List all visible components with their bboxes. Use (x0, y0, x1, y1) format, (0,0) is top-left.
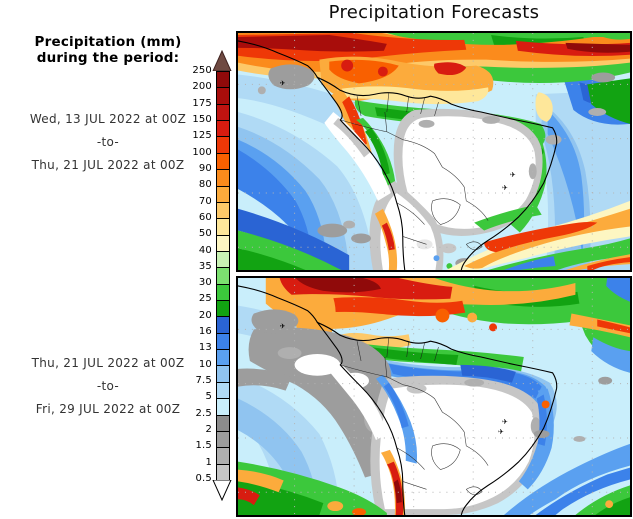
colorbar-segment (217, 333, 229, 351)
colorbar-tick-label: 250 (192, 65, 212, 76)
map1-gridlines (238, 33, 630, 270)
svg-text:✈: ✈ (280, 79, 286, 87)
svg-text:✈: ✈ (510, 171, 516, 179)
map2-gridlines (238, 278, 630, 515)
colorbar-segment (217, 448, 229, 465)
colorbar-tick-label: 40 (198, 244, 212, 256)
colorbar-segment (217, 170, 229, 187)
map1-borders (340, 92, 489, 251)
colorbar-tick-label: 1.5 (195, 440, 212, 452)
map1-airport-icons: ✈✈✈ (280, 79, 516, 192)
colorbar-segment (217, 104, 229, 122)
legend-heading-line2: during the period: (36, 50, 180, 66)
colorbar-segment (217, 464, 229, 480)
colorbar-segment (217, 137, 229, 154)
map1-coastlines (238, 40, 558, 270)
colorbar-segment (217, 88, 229, 105)
colorbar-overflow-arrow-icon (212, 50, 232, 71)
svg-text:✈: ✈ (502, 418, 508, 426)
map2-airport-icons: ✈ ✈ ✈ (280, 322, 508, 436)
colorbar-segment (217, 284, 229, 302)
svg-text:✈: ✈ (502, 184, 508, 192)
legend-heading-line1: Precipitation (mm) (34, 34, 182, 50)
colorbar-segment (217, 431, 229, 449)
colorbar-tick-label: 200 (192, 81, 212, 93)
precip-map-period-1: ✈ ✈ ✈ (236, 31, 632, 272)
colorbar-tick-label: 60 (198, 211, 212, 223)
period-1-start: Wed, 13 JUL 2022 at 00Z (29, 112, 187, 126)
colorbar-segment (217, 366, 229, 383)
colorbar-segment (217, 251, 229, 269)
period-2-dates: Thu, 21 JUL 2022 at 00Z -to- Fri, 29 JUL… (0, 352, 216, 421)
colorbar-segment (217, 186, 229, 203)
colorbar-segment (217, 235, 229, 252)
colorbar-segment (217, 350, 229, 367)
precip-map-period-2: ✈ ✈ ✈ (236, 276, 632, 517)
colorbar-tick-label: 20 (198, 309, 212, 321)
colorbar-tick-label: 30 (198, 277, 212, 289)
legend-heading: Precipitation (mm) during the period: (0, 34, 216, 66)
colorbar-segment (217, 317, 229, 334)
colorbar-tick-label: 16 (198, 326, 212, 338)
colorbar-underflow-arrow-icon (212, 480, 232, 501)
colorbar-tick-label: 25 (198, 293, 212, 305)
colorbar-tick-label: 70 (198, 195, 212, 207)
svg-text:✈: ✈ (280, 322, 286, 330)
colorbar-segment (217, 72, 229, 89)
colorbar-segment (217, 268, 229, 285)
period-1-separator: -to- (96, 135, 120, 149)
map2-coastlines (238, 285, 558, 515)
colorbar-segment (217, 121, 229, 138)
colorbar (216, 71, 230, 481)
colorbar-segment (217, 399, 229, 416)
period-2-start: Thu, 21 JUL 2022 at 00Z (31, 356, 185, 370)
colorbar-tick-label: 50 (198, 228, 212, 240)
colorbar-segment (217, 301, 229, 318)
period-1-end: Thu, 21 JUL 2022 at 00Z (31, 158, 185, 172)
colorbar-tick-label: 2 (205, 424, 212, 436)
page-title: Precipitation Forecasts (328, 2, 540, 23)
colorbar-segment (217, 382, 229, 400)
colorbar-tick-label: 1 (205, 456, 212, 468)
colorbar-tick-label: 35 (198, 260, 212, 272)
svg-text:✈: ✈ (498, 428, 504, 436)
period-2-separator: -to- (96, 379, 120, 393)
colorbar-segment (217, 219, 229, 236)
period-2-end: Fri, 29 JUL 2022 at 00Z (35, 402, 181, 416)
map2-borders (340, 337, 489, 496)
map2-precip-field (238, 278, 630, 515)
colorbar-tick-label: 0.5 (195, 473, 212, 484)
colorbar-segment (217, 153, 229, 171)
colorbar-tick-label: 80 (198, 179, 212, 191)
period-1-dates: Wed, 13 JUL 2022 at 00Z -to- Thu, 21 JUL… (0, 108, 216, 177)
colorbar-segment (217, 415, 229, 432)
map1-precip-field (238, 33, 630, 270)
colorbar-segment (217, 202, 229, 220)
